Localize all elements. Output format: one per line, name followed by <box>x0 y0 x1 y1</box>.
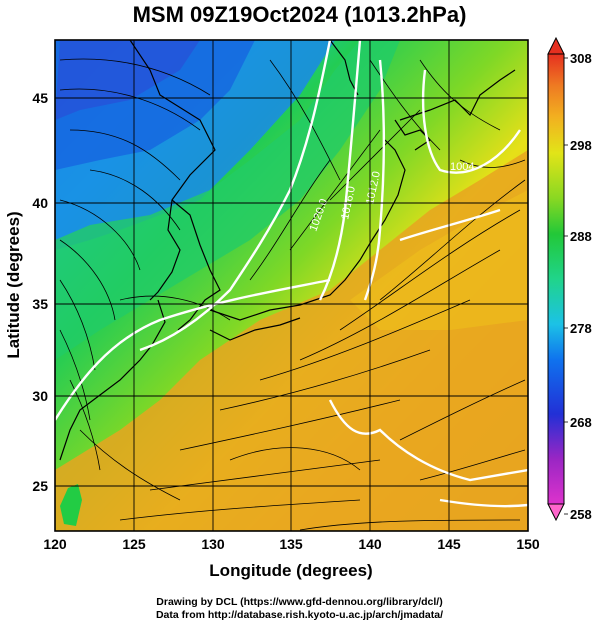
colorbar-tick-label: 268 <box>570 415 592 430</box>
wind-streamlines <box>59 58 526 531</box>
credit-drawing: Drawing by DCL (https://www.gfd-dennou.o… <box>156 596 443 608</box>
x-tick-label: 145 <box>437 536 461 552</box>
temperature-field <box>55 40 528 531</box>
x-tick-label: 135 <box>279 536 303 552</box>
colorbar-bottom-arrow <box>547 503 565 522</box>
y-tick-label: 45 <box>32 90 48 106</box>
y-axis-title: Latitude (degrees) <box>4 211 23 358</box>
colorbar-scale <box>547 53 565 505</box>
lat-lon-grid <box>55 40 528 531</box>
x-axis-title: Longitude (degrees) <box>209 561 372 580</box>
plot-frame <box>54 39 529 532</box>
y-tick-labels: 25 30 35 40 45 <box>32 90 48 494</box>
colorbar: 308 298 288 278 268 258 <box>547 36 592 522</box>
x-tick-label: 150 <box>516 536 540 552</box>
x-tick-label: 125 <box>122 536 146 552</box>
colorbar-tick-label: 258 <box>570 507 592 522</box>
x-tick-label: 120 <box>43 536 67 552</box>
pressure-contours <box>55 40 528 508</box>
credit-data-source: Data from http://database.rish.kyoto-u.a… <box>155 609 444 621</box>
y-tick-label: 25 <box>32 478 48 494</box>
colorbar-top-arrow <box>547 36 565 55</box>
y-tick-label: 40 <box>32 195 48 211</box>
page-title: MSM 09Z19Oct2024 (1013.2hPa) <box>132 2 467 27</box>
coastlines <box>59 40 516 461</box>
colorbar-tick-label: 298 <box>570 138 592 153</box>
y-tick-label: 35 <box>32 296 48 312</box>
x-tick-labels: 120 125 130 135 140 145 150 <box>43 536 540 552</box>
x-tick-label: 140 <box>358 536 382 552</box>
colorbar-tick-label: 288 <box>570 229 592 244</box>
colorbar-tick-label: 278 <box>570 321 592 336</box>
y-tick-label: 30 <box>32 388 48 404</box>
x-tick-label: 130 <box>201 536 225 552</box>
contour-label: 1004 <box>450 161 474 173</box>
colorbar-tick-label: 308 <box>570 51 592 66</box>
